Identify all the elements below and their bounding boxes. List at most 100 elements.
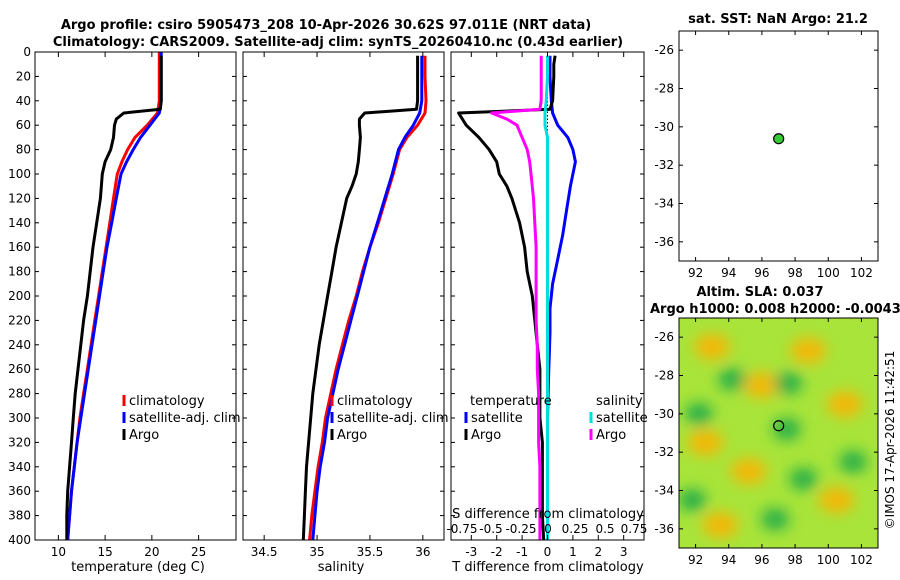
plot-frame <box>34 51 237 541</box>
x-tick-label: 1 <box>569 545 577 559</box>
x-tick-label: 35.5 <box>357 545 384 559</box>
legend-climatology-label: climatology <box>337 394 413 409</box>
difference-top-label: S difference from climatology <box>452 507 644 522</box>
legend-s-argo-label: Argo <box>596 428 626 443</box>
series-group <box>301 55 428 540</box>
map-y-tick-label: -36 <box>654 235 674 249</box>
series-line-t-satellite <box>546 55 577 540</box>
y-tick-label: 220 <box>8 313 31 327</box>
legend-satellite-label: satellite-adj. clim <box>337 411 449 426</box>
sla-map-panel: 92 94 96 98 100 102 -26 -28 -30 -32 -34 -36 <box>654 317 879 567</box>
map-frame <box>678 317 879 549</box>
sla-title-1: Altim. SLA: 0.037 <box>697 285 824 300</box>
y-tick-label: 140 <box>8 216 31 230</box>
map-x-tick-label: 100 <box>817 266 840 280</box>
series-line-s-argo <box>490 55 543 540</box>
sla-high-anomaly <box>687 429 724 456</box>
y-tick-label: 40 <box>16 94 31 108</box>
map-x-tick-label: 102 <box>850 553 873 567</box>
legend-argo-label: Argo <box>129 428 159 443</box>
y-tick-label: 20 <box>16 69 31 83</box>
map-x-tick-label: 94 <box>721 553 736 567</box>
map-y-tick-label: -32 <box>654 445 674 459</box>
sla-high-anomaly <box>790 337 827 364</box>
series-line-argo <box>301 55 420 540</box>
y-tick-label: 240 <box>8 338 31 352</box>
x-tick-label: 3 <box>620 545 628 559</box>
sla-low-anomaly <box>774 372 803 395</box>
legend-climatology-label: climatology <box>129 394 205 409</box>
map-x-tick-label: 94 <box>721 266 736 280</box>
temperature-panel: 10 15 20 25 0 20 40 60 80 100 120 140 160 180 200 220 24… <box>8 45 241 559</box>
y-tick-label: 0 <box>23 45 31 59</box>
series-line-satellite-adj-clim <box>311 55 424 540</box>
map-x-tick-label: 92 <box>688 266 703 280</box>
x-tick-label: 15 <box>97 545 112 559</box>
y-tick-label: 60 <box>16 118 31 132</box>
map-y-tick-label: -34 <box>654 484 674 498</box>
series-group <box>65 52 163 540</box>
sla-high-anomaly <box>702 512 739 538</box>
top-tick-label: 0 <box>544 522 552 536</box>
y-tick-label: 100 <box>8 167 31 181</box>
sla-low-anomaly <box>839 450 868 473</box>
map-frame <box>678 30 879 262</box>
difference-xlabel: T difference from climatology <box>451 560 644 575</box>
y-tick-label: 120 <box>8 191 31 205</box>
sla-blobs <box>679 333 868 538</box>
legend-temperature-title: temperature <box>470 394 552 409</box>
argo-location-marker <box>773 420 785 432</box>
x-tick-label: -3 <box>465 545 477 559</box>
sla-high-anomaly <box>743 372 780 399</box>
map-x-tick-label: 102 <box>850 266 873 280</box>
y-tick-label: 340 <box>8 460 31 474</box>
sla-heatmap <box>679 318 878 548</box>
map-x-tick-label: 100 <box>817 553 840 567</box>
legend-argo-label: Argo <box>337 428 367 443</box>
sla-high-anomaly <box>730 458 767 485</box>
map-x-tick-label: 96 <box>754 553 769 567</box>
y-tick-label: 400 <box>8 533 31 547</box>
map-x-tick-label: 98 <box>787 553 802 567</box>
legend-s-satellite-label: satellite <box>596 411 648 426</box>
sst-map-panel: 92 94 96 98 100 102 -26 -28 -30 -32 -34 -36 <box>654 30 879 280</box>
map-y-tick-label: -28 <box>654 82 674 96</box>
top-tick-label: -0.5 <box>479 522 502 536</box>
difference-panel: -3 -2 -1 0 1 2 3 -0.75 -0.5 -0.25 0 0.25 0.5 0.75 temp… <box>446 51 648 559</box>
map-y-tick-label: -32 <box>654 158 674 172</box>
sla-low-anomaly <box>789 468 818 490</box>
y-tick-label: 320 <box>8 435 31 449</box>
map-x-tick-label: 98 <box>787 266 802 280</box>
series-group <box>457 55 577 540</box>
temperature-xlabel: temperature (deg C) <box>71 560 205 575</box>
series-line-s-satellite <box>543 55 549 540</box>
sla-low-anomaly <box>684 402 713 425</box>
sla-low-anomaly <box>772 418 801 441</box>
title-line-2: Climatology: CARS2009. Satellite-adj cli… <box>53 35 623 50</box>
x-tick-label: -2 <box>491 545 503 559</box>
x-tick-label: 35 <box>309 545 324 559</box>
y-tick-label: 180 <box>8 265 31 279</box>
x-tick-label: -1 <box>516 545 528 559</box>
salinity-xlabel: salinity <box>318 560 365 575</box>
title-line-1: Argo profile: csiro 5905473_208 10-Apr-2… <box>61 18 591 33</box>
argo-location-marker <box>773 133 785 145</box>
series-line-argo <box>65 55 163 540</box>
x-tick-label: 10 <box>51 545 66 559</box>
sla-low-anomaly <box>679 489 707 512</box>
sla-high-anomaly <box>826 391 863 418</box>
legend-t-argo-label: Argo <box>471 428 501 443</box>
y-tick-label: 360 <box>8 484 31 498</box>
top-tick-label: -0.25 <box>505 522 536 536</box>
map-y-tick-label: -36 <box>654 522 674 536</box>
y-tick-label: 80 <box>16 143 31 157</box>
sla-low-anomaly <box>718 368 747 391</box>
sla-low-anomaly <box>761 508 790 531</box>
map-y-tick-label: -26 <box>654 330 674 344</box>
map-y-tick-label: -30 <box>654 407 674 421</box>
y-tick-label: 300 <box>8 411 31 425</box>
map-y-tick-label: -28 <box>654 369 674 383</box>
legend-satellite-label: satellite-adj. clim <box>129 411 241 426</box>
sst-title: sat. SST: NaN Argo: 21.2 <box>688 12 868 27</box>
